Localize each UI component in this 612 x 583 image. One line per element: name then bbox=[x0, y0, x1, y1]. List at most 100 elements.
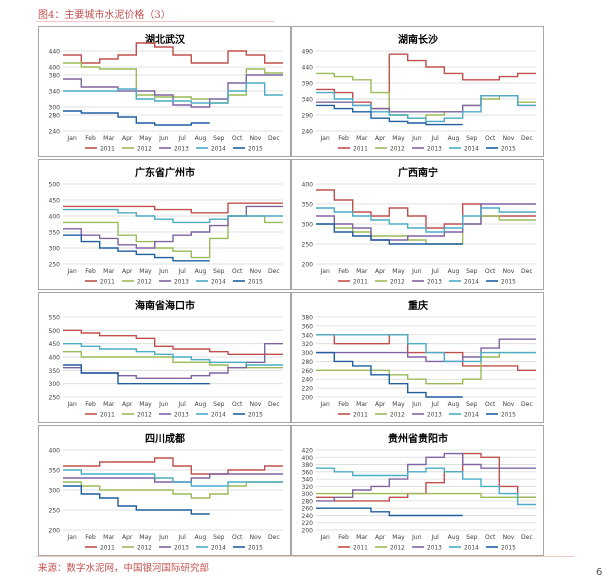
chart-svg: 四川成都 200 250 300 350 400 Jan Feb Mar Apr May Jun Jul… bbox=[49, 432, 283, 551]
x-tick-label: Mar bbox=[356, 268, 368, 275]
x-tick-label: Jan bbox=[67, 135, 77, 142]
x-tick-label: Jul bbox=[431, 401, 440, 408]
y-tick-label: 420 bbox=[302, 448, 314, 455]
chart-panel-guiyang: 贵州省贵阳市 200 220 240 260 280 300 320 340 360 380 400 4… bbox=[291, 425, 544, 556]
page-number: 6 bbox=[596, 567, 603, 578]
series-line-2014 bbox=[63, 208, 283, 224]
chart-title: 广东省广州市 bbox=[135, 166, 195, 179]
y-tick-label: 220 bbox=[302, 520, 314, 527]
x-tick-label: Apr bbox=[122, 268, 133, 275]
legend-label: 2013 bbox=[174, 545, 189, 551]
series-line-2015 bbox=[316, 104, 463, 126]
legend-label: 2013 bbox=[427, 545, 442, 551]
y-tick-label: 220 bbox=[302, 386, 314, 393]
y-tick-label: 400 bbox=[49, 448, 61, 455]
legend-label: 2015 bbox=[248, 146, 263, 152]
y-tick-label: 320 bbox=[302, 341, 314, 348]
x-tick-label: Feb bbox=[338, 135, 349, 142]
x-tick-label: Apr bbox=[122, 135, 133, 142]
x-tick-label: Nov bbox=[250, 401, 262, 408]
series-line-2014 bbox=[316, 91, 536, 123]
x-tick-label: Dec bbox=[268, 135, 280, 142]
x-tick-label: Nov bbox=[250, 534, 262, 541]
x-tick-label: Oct bbox=[232, 401, 243, 408]
x-tick-label: May bbox=[392, 534, 405, 541]
x-tick-label: Mar bbox=[356, 401, 368, 408]
chart-panel-wuhan: 湖北武汉 240 280 300 340 380 400 440 Jan Feb Mar Apr May… bbox=[38, 26, 291, 157]
header-divider bbox=[36, 21, 274, 22]
series-line-2014 bbox=[63, 343, 283, 366]
x-tick-label: Oct bbox=[485, 268, 496, 275]
x-tick-label: Sep bbox=[213, 135, 225, 142]
legend-label: 2013 bbox=[427, 146, 442, 152]
x-tick-label: Sep bbox=[213, 534, 225, 541]
x-tick-label: Sep bbox=[213, 268, 225, 275]
y-tick-label: 400 bbox=[49, 214, 61, 221]
x-tick-label: Feb bbox=[85, 268, 96, 275]
y-tick-label: 280 bbox=[302, 359, 314, 366]
y-tick-label: 490 bbox=[302, 49, 314, 56]
legend-label: 2011 bbox=[100, 279, 115, 285]
x-tick-label: Sep bbox=[466, 401, 478, 408]
y-tick-label: 300 bbox=[302, 491, 314, 498]
series-line-2011 bbox=[316, 452, 536, 502]
y-tick-label: 390 bbox=[302, 81, 314, 88]
series-line-2014 bbox=[63, 469, 283, 487]
x-tick-label: Jun bbox=[158, 135, 169, 142]
legend-label: 2011 bbox=[353, 279, 368, 285]
x-tick-label: Feb bbox=[338, 401, 349, 408]
legend-label: 2012 bbox=[390, 279, 405, 285]
legend-label: 2012 bbox=[137, 279, 152, 285]
series-line-2011 bbox=[316, 53, 536, 110]
y-tick-label: 200 bbox=[302, 262, 314, 269]
y-tick-label: 360 bbox=[302, 469, 314, 476]
series-line-2013 bbox=[316, 95, 536, 113]
y-tick-label: 280 bbox=[49, 113, 61, 120]
y-tick-label: 380 bbox=[302, 462, 314, 469]
y-tick-label: 400 bbox=[302, 455, 314, 462]
legend-label: 2012 bbox=[390, 146, 405, 152]
x-tick-label: Aug bbox=[448, 268, 460, 275]
series-line-2013 bbox=[316, 338, 536, 363]
y-tick-label: 340 bbox=[302, 97, 314, 104]
series-line-2011 bbox=[316, 189, 536, 229]
x-tick-label: Jul bbox=[178, 401, 187, 408]
x-tick-label: May bbox=[392, 268, 405, 275]
x-tick-label: Dec bbox=[268, 268, 280, 275]
x-tick-label: May bbox=[139, 401, 152, 408]
legend-label: 2011 bbox=[353, 412, 368, 418]
y-tick-label: 200 bbox=[302, 528, 314, 535]
y-tick-label: 400 bbox=[49, 65, 61, 72]
x-tick-label: May bbox=[139, 534, 152, 541]
legend-label: 2012 bbox=[137, 412, 152, 418]
x-tick-label: Apr bbox=[122, 534, 133, 541]
x-tick-label: Oct bbox=[232, 534, 243, 541]
x-tick-label: Jan bbox=[67, 534, 77, 541]
x-tick-label: Dec bbox=[521, 268, 533, 275]
legend-label: 2014 bbox=[211, 279, 226, 285]
x-tick-label: Apr bbox=[375, 534, 386, 541]
x-tick-label: Oct bbox=[232, 135, 243, 142]
legend-label: 2013 bbox=[174, 146, 189, 152]
chart-title: 湖南长沙 bbox=[398, 33, 438, 46]
x-tick-label: Jun bbox=[411, 401, 422, 408]
x-tick-label: Dec bbox=[268, 401, 280, 408]
x-tick-label: Mar bbox=[103, 534, 115, 541]
legend-label: 2011 bbox=[100, 545, 115, 551]
legend-label: 2011 bbox=[100, 146, 115, 152]
y-tick-label: 360 bbox=[302, 323, 314, 330]
x-tick-label: Nov bbox=[503, 534, 515, 541]
chart-panel-chengdu: 四川成都 200 250 300 350 400 Jan Feb Mar Apr May Jun Jul… bbox=[38, 425, 291, 556]
legend-label: 2014 bbox=[464, 146, 479, 152]
x-tick-label: Aug bbox=[448, 401, 460, 408]
y-tick-label: 240 bbox=[49, 129, 61, 136]
x-tick-label: Aug bbox=[195, 135, 207, 142]
x-tick-label: Jul bbox=[431, 135, 440, 142]
legend-label: 2015 bbox=[501, 412, 516, 418]
series-line-2012 bbox=[63, 481, 283, 499]
y-tick-label: 440 bbox=[302, 65, 314, 72]
legend-label: 2014 bbox=[464, 412, 479, 418]
legend-label: 2014 bbox=[464, 279, 479, 285]
